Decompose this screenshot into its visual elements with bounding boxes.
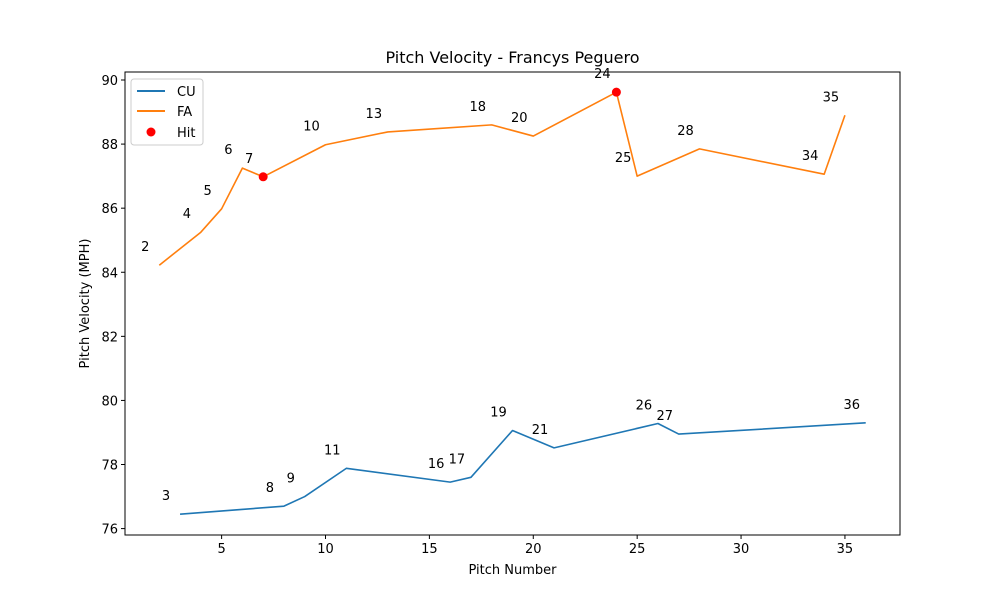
series-line-fa xyxy=(158,91,846,266)
y-tick-label: 86 xyxy=(101,202,118,217)
x-tick-label: 35 xyxy=(837,542,854,557)
y-tick-label: 90 xyxy=(101,74,118,89)
point-label-cu: 11 xyxy=(324,443,341,458)
y-tick-label: 82 xyxy=(101,330,118,345)
point-label-fa: 24 xyxy=(594,67,611,82)
point-label-fa: 5 xyxy=(203,184,211,199)
point-label-fa: 13 xyxy=(366,107,383,122)
x-tick-label: 30 xyxy=(733,542,750,557)
point-label-fa: 18 xyxy=(469,100,486,115)
point-label-cu: 21 xyxy=(532,423,549,438)
point-label-fa: 7 xyxy=(245,152,253,167)
x-tick-label: 5 xyxy=(217,542,225,557)
point-label-cu: 19 xyxy=(490,406,507,421)
point-label-fa: 25 xyxy=(615,151,632,166)
point-label-cu: 9 xyxy=(287,472,295,487)
x-tick-label: 10 xyxy=(317,542,334,557)
x-axis-label: Pitch Number xyxy=(468,563,557,578)
chart-title: Pitch Velocity - Francys Peguero xyxy=(385,48,639,67)
legend: CU FA Hit xyxy=(130,78,204,146)
hit-marker xyxy=(611,87,621,97)
point-label-cu: 26 xyxy=(636,398,653,413)
y-axis-label: Pitch Velocity (MPH) xyxy=(78,239,93,369)
point-label-cu: 27 xyxy=(656,409,673,424)
hit-marker xyxy=(258,172,268,182)
x-tick-label: 25 xyxy=(629,542,646,557)
point-label-fa: 4 xyxy=(183,207,191,222)
y-tick-label: 78 xyxy=(101,459,118,474)
point-label-cu: 17 xyxy=(449,452,466,467)
point-label-cu: 16 xyxy=(428,457,445,472)
legend-label-hit: Hit xyxy=(177,126,195,141)
y-tick-label: 84 xyxy=(101,266,118,281)
point-label-fa: 28 xyxy=(677,124,694,139)
x-tick-label: 20 xyxy=(525,542,542,557)
point-label-fa: 20 xyxy=(511,111,528,126)
series-line-cu xyxy=(179,422,866,515)
y-tick-label: 76 xyxy=(101,523,118,538)
x-tick-label: 15 xyxy=(421,542,438,557)
legend-label-fa: FA xyxy=(177,105,192,120)
legend-label-cu: CU xyxy=(177,85,196,100)
point-label-fa: 34 xyxy=(802,149,819,164)
y-tick-label: 80 xyxy=(101,394,118,409)
point-label-fa: 10 xyxy=(303,120,320,135)
point-label-fa: 35 xyxy=(823,90,840,105)
plot-frame xyxy=(124,71,901,536)
point-label-fa: 2 xyxy=(141,240,149,255)
point-label-cu: 8 xyxy=(266,481,274,496)
legend-swatch-hit xyxy=(146,127,156,137)
point-label-cu: 36 xyxy=(843,398,860,413)
point-label-fa: 6 xyxy=(224,143,232,158)
point-label-cu: 3 xyxy=(162,489,170,504)
y-tick-label: 88 xyxy=(101,138,118,153)
